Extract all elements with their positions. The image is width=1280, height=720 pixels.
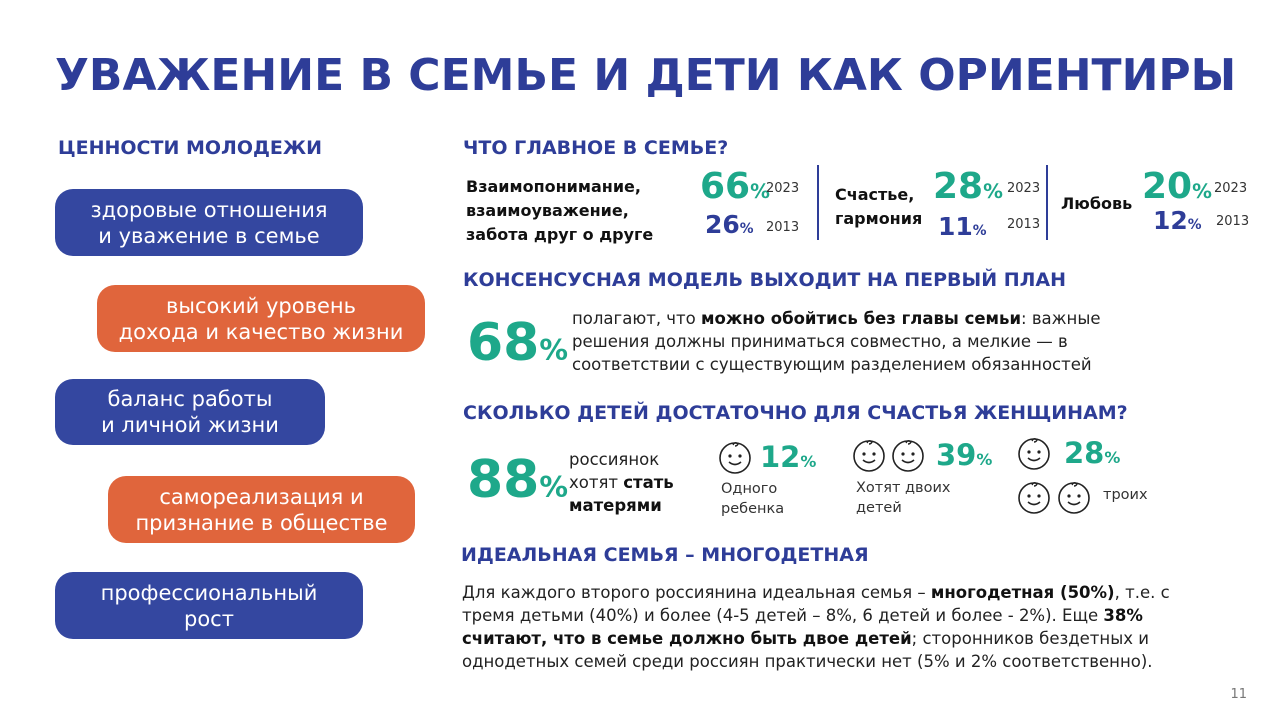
baby-face-icon [853, 440, 885, 472]
ideal-heading: ИДЕАЛЬНАЯ СЕМЬЯ – МНОГОДЕТНАЯ [461, 544, 869, 566]
year-2013: 2013 [1216, 214, 1250, 229]
year-2013: 2013 [1007, 217, 1041, 232]
page-title: УВАЖЕНИЕ В СЕМЬЕ И ДЕТИ КАК ОРИЕНТИРЫ [55, 50, 1237, 101]
year-2023: 2023 [766, 181, 800, 196]
ideal-text: Для каждого второго россиянина идеальная… [462, 583, 1170, 671]
baby-face-icon [1018, 438, 1050, 470]
value-pill-3: баланс работы и личной жизни [55, 379, 325, 445]
mother-value: 88% [467, 450, 569, 510]
family-value-2023-2: 28% [933, 166, 1003, 207]
value-pill-text: баланс работы и личной жизни [101, 387, 279, 437]
value-pill-text: самореализация и признание в обществе [135, 484, 388, 535]
consensus-value: 68% [467, 313, 569, 373]
mother-text: россиянок хотят стать матерями [569, 450, 674, 515]
consensus-heading: КОНСЕНСУСНАЯ МОДЕЛЬ ВЫХОДИТ НА ПЕРВЫЙ ПЛ… [463, 269, 1066, 291]
values-heading: ЦЕННОСТИ МОЛОДЕЖИ [58, 137, 323, 159]
three-children-value: 28% [1064, 436, 1121, 470]
family-value-label-2: Счастье, гармония [835, 185, 923, 228]
one-child-value: 12% [760, 440, 817, 474]
family-value-2023-3: 20% [1142, 166, 1212, 207]
baby-face-icon [1018, 482, 1050, 514]
year-2023: 2023 [1007, 181, 1041, 196]
three-children-label: троих [1103, 487, 1148, 503]
consensus-text: полагают, что можно обойтись без главы с… [572, 309, 1101, 374]
divider [1046, 165, 1048, 240]
year-2023: 2023 [1214, 181, 1248, 196]
value-pill-2: высокий уровень дохода и качество жизни [97, 285, 425, 352]
family-value-2013-1: 26% [705, 210, 754, 239]
family-value-2023-1: 66% [700, 166, 770, 207]
baby-face-icon [1058, 482, 1090, 514]
family-value-label-1: Взаимопонимание, взаимоуважение, забота … [466, 177, 654, 244]
children-heading: СКОЛЬКО ДЕТЕЙ ДОСТАТОЧНО ДЛЯ СЧАСТЬЯ ЖЕН… [463, 402, 1128, 424]
value-pill-text: высокий уровень дохода и качество жизни [118, 293, 404, 344]
family-value-2013-3: 12% [1153, 206, 1202, 235]
two-children-label: Хотят двоих детей [856, 480, 951, 516]
baby-face-icon [892, 440, 924, 472]
value-pill-text: профессиональный рост [100, 580, 318, 631]
value-pill-5: профессиональный рост [55, 572, 363, 639]
two-children-value: 39% [936, 438, 993, 472]
value-pill-1: здоровые отношения и уважение в семье [55, 189, 363, 256]
divider [817, 165, 819, 240]
family-value-2013-2: 11% [938, 212, 987, 241]
value-pill-text: здоровые отношения и уважение в семье [90, 197, 328, 248]
family-main-heading: ЧТО ГЛАВНОЕ В СЕМЬЕ? [463, 137, 729, 159]
baby-face-icon [719, 442, 751, 474]
page-number: 11 [1230, 687, 1247, 702]
one-child-label: Одного ребенка [721, 481, 785, 517]
value-pill-4: самореализация и признание в обществе [108, 476, 415, 543]
family-value-label-3: Любовь [1061, 194, 1133, 213]
year-2013: 2013 [766, 220, 800, 235]
